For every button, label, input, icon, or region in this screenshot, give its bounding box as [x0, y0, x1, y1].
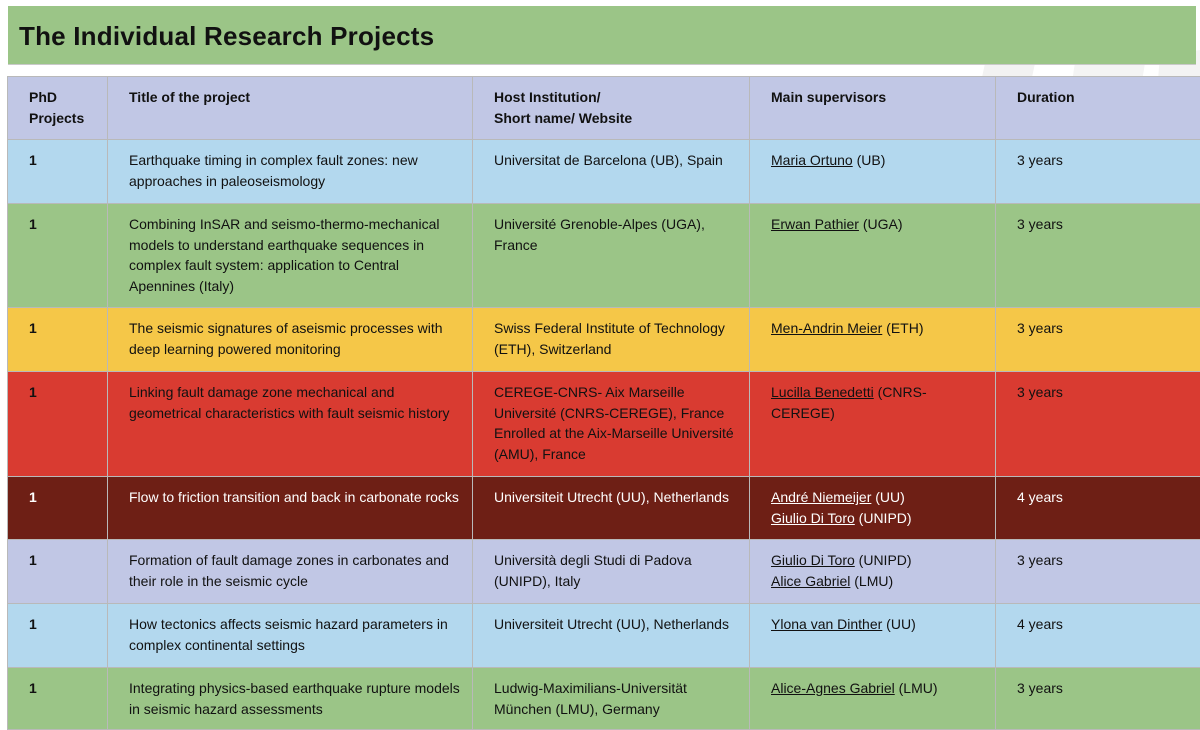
- page-title: The Individual Research Projects: [19, 21, 434, 52]
- project-title: Earthquake timing in complex fault zones…: [108, 140, 473, 204]
- header-title: Title of the project: [108, 77, 473, 140]
- table-row: 1 Flow to friction transition and back i…: [8, 477, 1200, 540]
- phd-count: 1: [8, 604, 108, 668]
- supervisor-affiliation: (UU): [882, 616, 915, 632]
- project-title: Linking fault damage zone mechanical and…: [108, 372, 473, 477]
- supervisor-link[interactable]: Alice Gabriel: [771, 573, 850, 589]
- table-row: 1 The seismic signatures of aseismic pro…: [8, 308, 1200, 372]
- duration: 4 years: [996, 477, 1200, 540]
- phd-count: 1: [8, 540, 108, 604]
- header-phd-projects: PhD Projects: [8, 77, 108, 140]
- host-institution: Ludwig-Maximilians-Universität München (…: [473, 668, 750, 730]
- supervisor-link[interactable]: Giulio Di Toro: [771, 552, 855, 568]
- supervisor-link[interactable]: Maria Ortuno: [771, 152, 853, 168]
- duration: 3 years: [996, 372, 1200, 477]
- supervisors-cell: Maria Ortuno (UB): [750, 140, 996, 204]
- supervisor-affiliation: (ETH): [882, 320, 923, 336]
- header-main-supervisors: Main supervisors: [750, 77, 996, 140]
- table-row: 1 How tectonics affects seismic hazard p…: [8, 604, 1200, 668]
- supervisor-affiliation: (UU): [871, 489, 904, 505]
- host-institution: Universiteit Utrecht (UU), Netherlands: [473, 477, 750, 540]
- duration: 3 years: [996, 668, 1200, 730]
- supervisor-link[interactable]: Erwan Pathier: [771, 216, 859, 232]
- project-title: Combining InSAR and seismo-thermo-mechan…: [108, 204, 473, 308]
- duration: 3 years: [996, 540, 1200, 604]
- table-row: 1 Formation of fault damage zones in car…: [8, 540, 1200, 604]
- project-title: Integrating physics-based earthquake rup…: [108, 668, 473, 730]
- supervisor-affiliation: (LMU): [895, 680, 938, 696]
- phd-count: 1: [8, 308, 108, 372]
- table-row: 1 Earthquake timing in complex fault zon…: [8, 140, 1200, 204]
- project-title: The seismic signatures of aseismic proce…: [108, 308, 473, 372]
- title-banner: The Individual Research Projects: [8, 6, 1196, 65]
- supervisors-cell: Men-Andrin Meier (ETH): [750, 308, 996, 372]
- project-title: Flow to friction transition and back in …: [108, 477, 473, 540]
- host-institution: Universitat de Barcelona (UB), Spain: [473, 140, 750, 204]
- projects-table: PhD Projects Title of the project Host I…: [7, 76, 1200, 730]
- supervisors-cell: Alice-Agnes Gabriel (LMU): [750, 668, 996, 730]
- host-institution: Swiss Federal Institute of Technology (E…: [473, 308, 750, 372]
- host-institution: CEREGE-CNRS- Aix Marseille Université (C…: [473, 372, 750, 477]
- table-header-row: PhD Projects Title of the project Host I…: [8, 77, 1200, 140]
- host-institution: Universiteit Utrecht (UU), Netherlands: [473, 604, 750, 668]
- phd-count: 1: [8, 372, 108, 477]
- supervisors-cell: Erwan Pathier (UGA): [750, 204, 996, 308]
- supervisors-cell: Lucilla Benedetti (CNRS-CEREGE): [750, 372, 996, 477]
- supervisor-affiliation: (UNIPD): [855, 510, 912, 526]
- supervisors-cell: André Niemeijer (UU) Giulio Di Toro (UNI…: [750, 477, 996, 540]
- table-row: 1 Linking fault damage zone mechanical a…: [8, 372, 1200, 477]
- phd-count: 1: [8, 477, 108, 540]
- host-institution: Université Grenoble-Alpes (UGA), France: [473, 204, 750, 308]
- host-institution: Università degli Studi di Padova (UNIPD)…: [473, 540, 750, 604]
- phd-count: 1: [8, 140, 108, 204]
- table-row: 1 Combining InSAR and seismo-thermo-mech…: [8, 204, 1200, 308]
- project-title: Formation of fault damage zones in carbo…: [108, 540, 473, 604]
- duration: 3 years: [996, 204, 1200, 308]
- supervisor-affiliation: (UGA): [859, 216, 903, 232]
- supervisor-link[interactable]: Ylona van Dinther: [771, 616, 882, 632]
- duration: 4 years: [996, 604, 1200, 668]
- supervisor-affiliation: (UB): [853, 152, 886, 168]
- duration: 3 years: [996, 308, 1200, 372]
- supervisor-link[interactable]: Men-Andrin Meier: [771, 320, 882, 336]
- supervisor-affiliation: (UNIPD): [855, 552, 912, 568]
- phd-count: 1: [8, 204, 108, 308]
- supervisor-link[interactable]: Lucilla Benedetti: [771, 384, 874, 400]
- header-duration: Duration: [996, 77, 1200, 140]
- table-row: 1 Integrating physics-based earthquake r…: [8, 668, 1200, 730]
- supervisors-cell: Giulio Di Toro (UNIPD) Alice Gabriel (LM…: [750, 540, 996, 604]
- project-title: How tectonics affects seismic hazard par…: [108, 604, 473, 668]
- supervisor-link[interactable]: André Niemeijer: [771, 489, 871, 505]
- header-host-institution: Host Institution/ Short name/ Website: [473, 77, 750, 140]
- supervisor-affiliation: (LMU): [850, 573, 893, 589]
- phd-count: 1: [8, 668, 108, 730]
- duration: 3 years: [996, 140, 1200, 204]
- supervisor-link[interactable]: Alice-Agnes Gabriel: [771, 680, 895, 696]
- supervisor-link[interactable]: Giulio Di Toro: [771, 510, 855, 526]
- supervisors-cell: Ylona van Dinther (UU): [750, 604, 996, 668]
